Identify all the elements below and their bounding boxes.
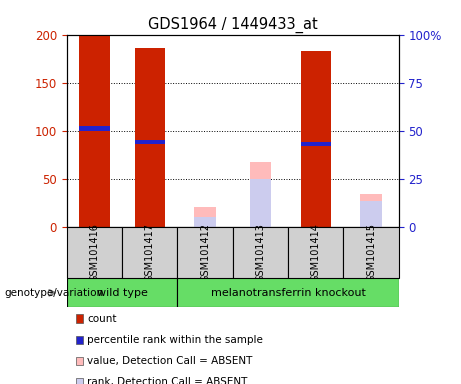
- Bar: [250, 179, 271, 227]
- Text: value, Detection Call = ABSENT: value, Detection Call = ABSENT: [87, 356, 253, 366]
- Bar: [195, 217, 216, 227]
- Text: GSM101417: GSM101417: [145, 223, 155, 282]
- Text: GSM101414: GSM101414: [311, 223, 321, 282]
- Bar: [361, 201, 382, 227]
- Text: wild type: wild type: [97, 288, 148, 298]
- Text: GSM101412: GSM101412: [200, 223, 210, 282]
- Bar: [301, 142, 331, 146]
- Text: genotype/variation: genotype/variation: [5, 288, 104, 298]
- Bar: [195, 207, 216, 227]
- Text: count: count: [87, 314, 117, 324]
- Bar: [122, 227, 177, 278]
- Text: GSM101415: GSM101415: [366, 223, 376, 282]
- Bar: [67, 227, 122, 278]
- Bar: [250, 162, 271, 227]
- Bar: [288, 227, 343, 278]
- Bar: [343, 227, 399, 278]
- Text: rank, Detection Call = ABSENT: rank, Detection Call = ABSENT: [87, 377, 248, 384]
- Bar: [233, 227, 288, 278]
- Bar: [177, 278, 399, 307]
- Bar: [301, 51, 331, 227]
- Text: GSM101416: GSM101416: [89, 223, 100, 282]
- Bar: [67, 278, 177, 307]
- Bar: [361, 194, 382, 227]
- Bar: [135, 140, 165, 144]
- Text: GSM101413: GSM101413: [255, 223, 266, 282]
- Bar: [177, 227, 233, 278]
- Bar: [135, 48, 165, 227]
- Text: percentile rank within the sample: percentile rank within the sample: [87, 335, 263, 345]
- Text: melanotransferrin knockout: melanotransferrin knockout: [211, 288, 366, 298]
- Bar: [79, 126, 110, 131]
- Title: GDS1964 / 1449433_at: GDS1964 / 1449433_at: [148, 17, 318, 33]
- Bar: [79, 35, 110, 227]
